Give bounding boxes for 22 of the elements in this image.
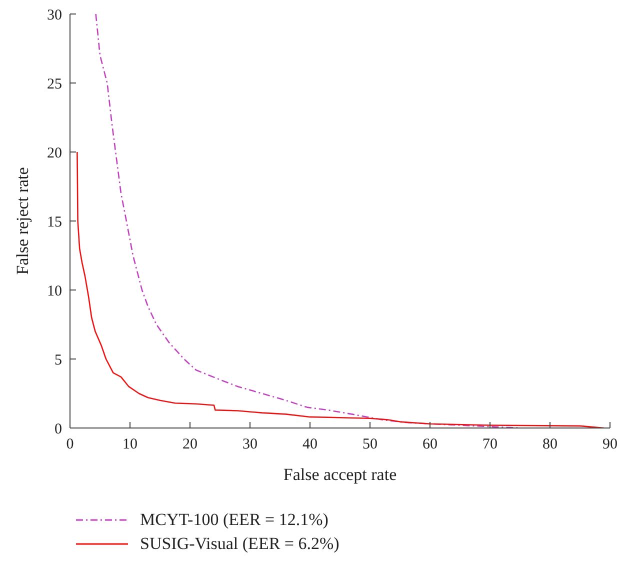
- y-tick-label: 20: [47, 145, 62, 162]
- y-axis-title: False reject rate: [13, 167, 32, 275]
- x-tick-label: 50: [362, 436, 378, 453]
- x-tick-label: 90: [602, 436, 618, 453]
- legend-label: SUSIG-Visual (EER = 6.2%): [140, 534, 340, 554]
- y-tick-label: 30: [47, 7, 62, 24]
- x-tick-label: 30: [242, 436, 258, 453]
- x-tick-label: 80: [542, 436, 558, 453]
- y-tick-label: 5: [54, 352, 62, 368]
- y-tick-label: 0: [54, 421, 62, 438]
- x-axis-title: False accept rate: [283, 465, 397, 484]
- y-tick-label: 10: [47, 283, 62, 300]
- y-tick-label: 15: [47, 214, 62, 230]
- x-tick-label: 60: [422, 436, 438, 453]
- x-tick-label: 0: [66, 436, 74, 453]
- x-tick-label: 70: [482, 436, 498, 453]
- y-tick-label: 25: [47, 76, 62, 92]
- line-series: [76, 151, 605, 428]
- x-tick-label: 40: [302, 436, 318, 453]
- legend-label: MCYT-100 (EER = 12.1%): [140, 510, 328, 530]
- x-tick-label: 20: [182, 436, 198, 453]
- x-tick-label: 10: [122, 436, 138, 453]
